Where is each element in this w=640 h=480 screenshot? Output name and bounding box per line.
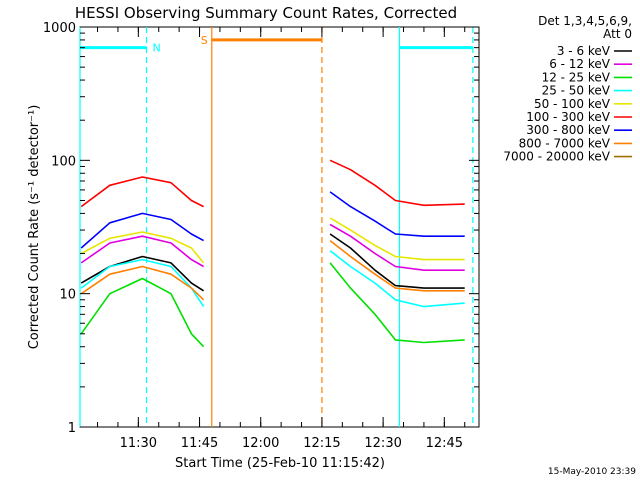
legend-item-label: 300 - 800 keV: [526, 123, 610, 137]
y-axis: 1 10 100 1000: [43, 21, 479, 436]
series-line: [329, 233, 465, 289]
chart-title: HESSI Observing Summary Count Rates, Cor…: [75, 4, 457, 22]
legend-title: Det 1,3,4,5,6,9,: [538, 14, 632, 28]
marker-lines: [79, 27, 474, 427]
x-tick-label: 11:45: [181, 436, 218, 451]
series-line: [80, 212, 204, 249]
y-tick-label: 1000: [43, 21, 76, 36]
series-layer: [80, 159, 465, 348]
interval-label: S: [201, 34, 208, 47]
footer-timestamp: 15-May-2010 23:39: [548, 467, 636, 477]
x-axis-label: Start Time (25-Feb-10 11:15:42): [175, 456, 385, 471]
plot-frame: [79, 26, 480, 428]
series-line: [329, 223, 465, 272]
series-line: [80, 258, 205, 308]
series-line: [80, 277, 205, 348]
interval-labels: NS: [153, 34, 208, 55]
series-line: [329, 217, 465, 261]
legend-subtitle: Att 0: [603, 27, 632, 41]
x-tick-label: 12:30: [364, 436, 401, 451]
y-tick-label: 10: [59, 288, 76, 303]
x-tick-label: 12:15: [303, 436, 340, 451]
observing-intervals: [80, 38, 473, 50]
legend-item-label: 100 - 300 keV: [526, 110, 610, 124]
series-line: [329, 191, 465, 237]
y-tick-label: 1: [68, 421, 76, 436]
y-tick-label: 100: [51, 154, 76, 169]
legend-item-label: 3 - 6 keV: [557, 44, 611, 58]
x-tick-label: 11:30: [120, 436, 157, 451]
x-axis: 11:30 11:45 12:00 12:15 12:30 12:45: [97, 27, 466, 451]
y-axis-label: Corrected Count Rate (s⁻¹ detector⁻¹): [27, 105, 42, 350]
legend-item-label: 50 - 100 keV: [534, 97, 611, 111]
x-tick-label: 12:00: [242, 436, 279, 451]
legend-item-label: 800 - 7000 keV: [519, 136, 611, 150]
series-line: [329, 159, 465, 207]
legend-item-label: 7000 - 20000 keV: [503, 150, 610, 164]
series-line: [80, 176, 204, 208]
series-line: [329, 239, 465, 292]
interval-label: N: [153, 42, 161, 55]
legend-item-label: 25 - 50 keV: [542, 84, 611, 98]
legend-item-label: 6 - 12 keV: [549, 57, 611, 71]
series-line: [80, 235, 204, 268]
series-line: [329, 250, 465, 308]
series-line: [329, 262, 465, 344]
series-line: [80, 265, 205, 301]
series-line: [80, 231, 205, 264]
legend-item-label: 12 - 25 keV: [542, 70, 611, 84]
x-tick-label: 12:45: [426, 436, 463, 451]
